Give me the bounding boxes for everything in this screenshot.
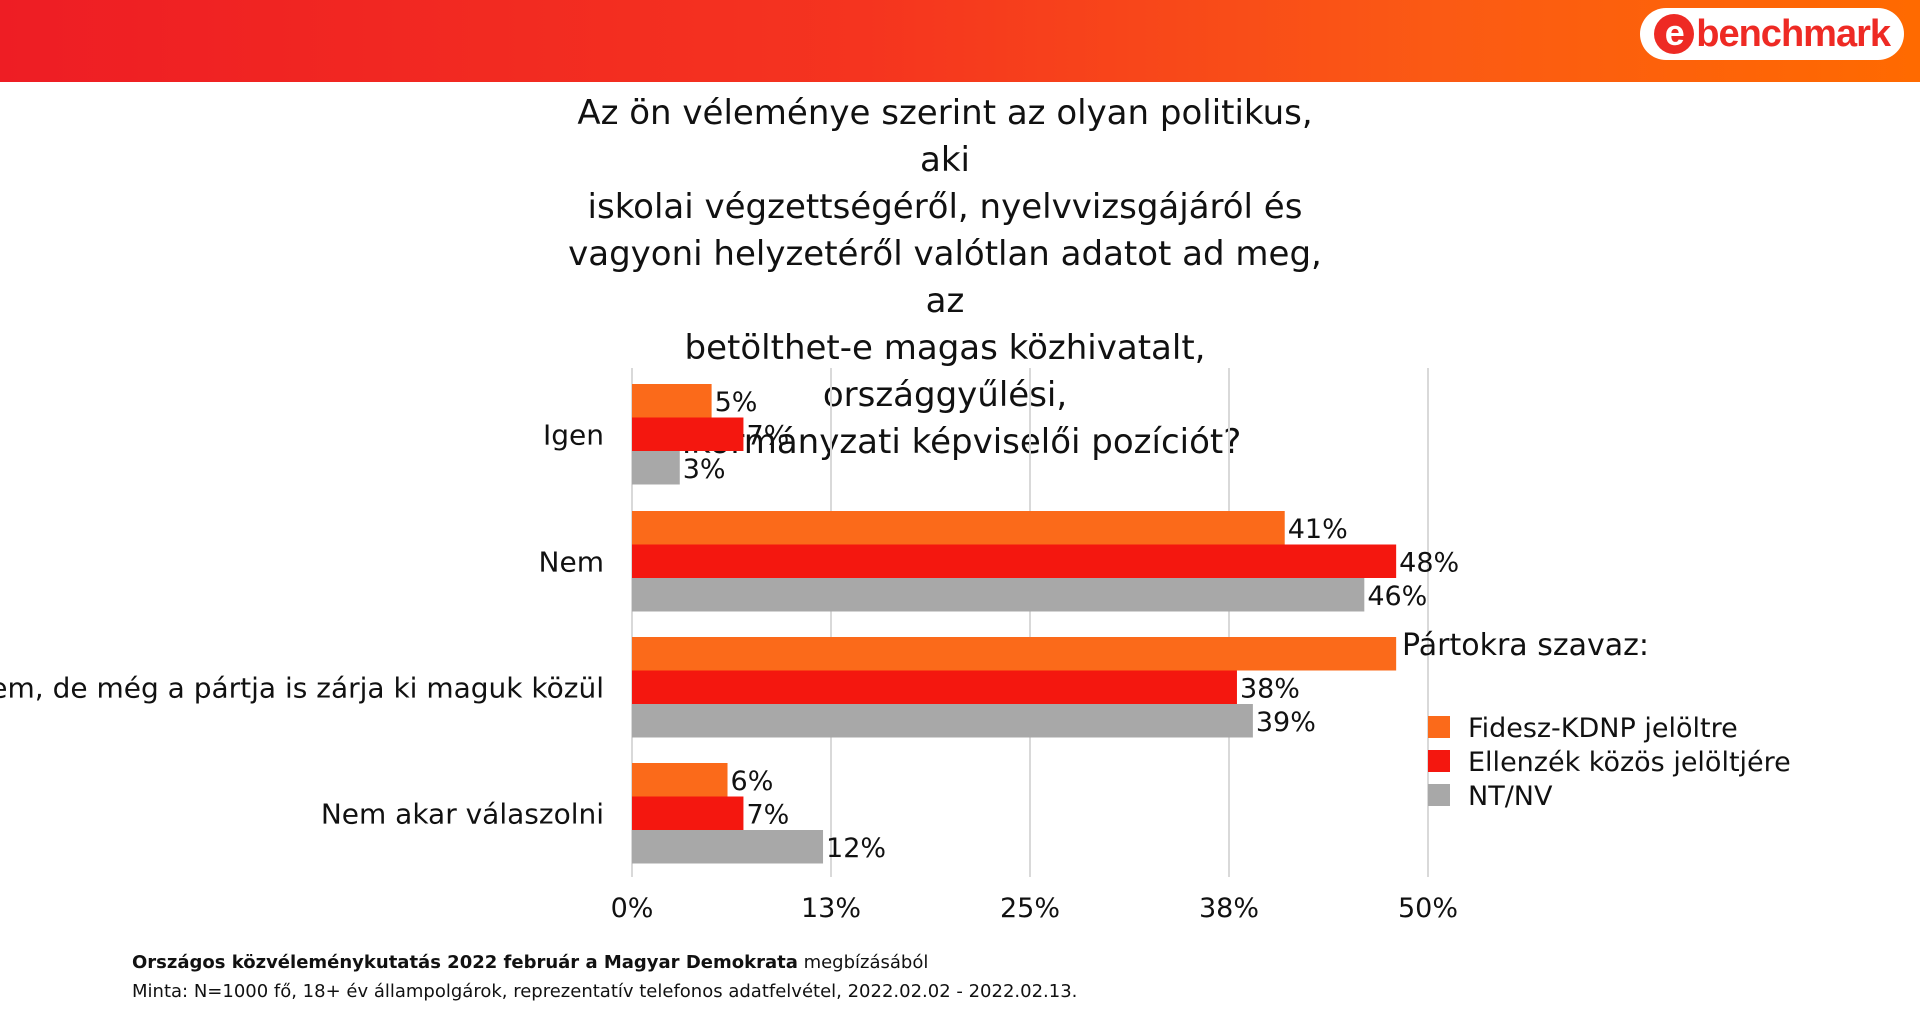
legend-entry: NT/NV <box>1468 781 1553 812</box>
legend-swatch <box>1428 784 1450 806</box>
data-label: 38% <box>1240 673 1300 704</box>
data-label: 41% <box>1288 514 1348 545</box>
legend-swatch <box>1428 716 1450 738</box>
category-label: Nem, de még a pártja is zárja ki maguk k… <box>0 671 604 704</box>
logo-wordmark: benchmark <box>1696 13 1891 55</box>
e-benchmark-logo: e benchmark <box>1640 8 1904 60</box>
bar-ellenzek <box>632 670 1237 704</box>
bar-ellenzek <box>632 796 744 830</box>
bar-ntnv <box>632 451 680 485</box>
footer-source-bold: Országos közvéleménykutatás 2022 február… <box>132 952 798 973</box>
x-tick-labels: 0% 13% 25% 38% 50% <box>611 893 1458 924</box>
category-label: Nem akar válaszolni <box>321 797 604 830</box>
data-label: 7% <box>746 420 789 451</box>
bar-fidesz <box>632 511 1285 545</box>
bar-ntnv <box>632 704 1253 738</box>
legend-swatch <box>1428 750 1450 772</box>
x-tick-label: 25% <box>1000 893 1060 924</box>
x-tick-label: 13% <box>801 893 861 924</box>
data-label: 39% <box>1256 707 1316 738</box>
x-tick-label: 0% <box>611 893 654 924</box>
bar-fidesz <box>632 637 1397 671</box>
legend-entry: Ellenzék közös jelöltjére <box>1468 747 1791 778</box>
category-label: Igen <box>543 418 604 451</box>
bar-fidesz <box>632 384 712 418</box>
data-label: 48% <box>1399 547 1459 578</box>
data-label: 5% <box>715 387 758 418</box>
legend-entry: Fidesz-KDNP jelöltre <box>1468 713 1738 744</box>
data-labels: 5%7%3%41%48%46%38%39%6%7%12% <box>683 387 1459 864</box>
data-label: 46% <box>1367 581 1427 612</box>
bar-ntnv <box>632 830 824 864</box>
x-tick-label: 50% <box>1398 893 1458 924</box>
chart-title: Az ön véleménye szerint az olyan politik… <box>568 93 1322 462</box>
bar-ntnv <box>632 578 1365 612</box>
bar-ellenzek <box>632 417 744 451</box>
legend-title: Pártokra szavaz: <box>1402 628 1649 663</box>
bar-fidesz <box>632 763 728 797</box>
legend: Pártokra szavaz: Fidesz-KDNP jelöltreElle… <box>1402 628 1791 812</box>
x-tick-label: 38% <box>1199 893 1259 924</box>
data-label: 3% <box>683 454 726 485</box>
footer-source: Országos közvéleménykutatás 2022 február… <box>132 952 928 973</box>
category-label: Nem <box>539 545 604 578</box>
footer-sample: Minta: N=1000 fő, 18+ év állampolgárok, … <box>132 981 1078 1002</box>
bar-chart: 5%7%3%41%48%46%38%39%6%7%12% IgenNemNem,… <box>0 368 1791 924</box>
category-labels: Igen Nem Nem, de még a pártja is zárja ki … <box>0 418 604 830</box>
bars <box>632 384 1397 864</box>
data-label: 7% <box>746 799 789 830</box>
header-banner <box>0 0 1920 82</box>
data-label: 6% <box>731 766 774 797</box>
bar-ellenzek <box>632 544 1397 578</box>
footer-source-rest: megbízásából <box>797 952 929 973</box>
logo-e-badge: e <box>1654 14 1695 54</box>
data-label: 12% <box>826 833 886 864</box>
